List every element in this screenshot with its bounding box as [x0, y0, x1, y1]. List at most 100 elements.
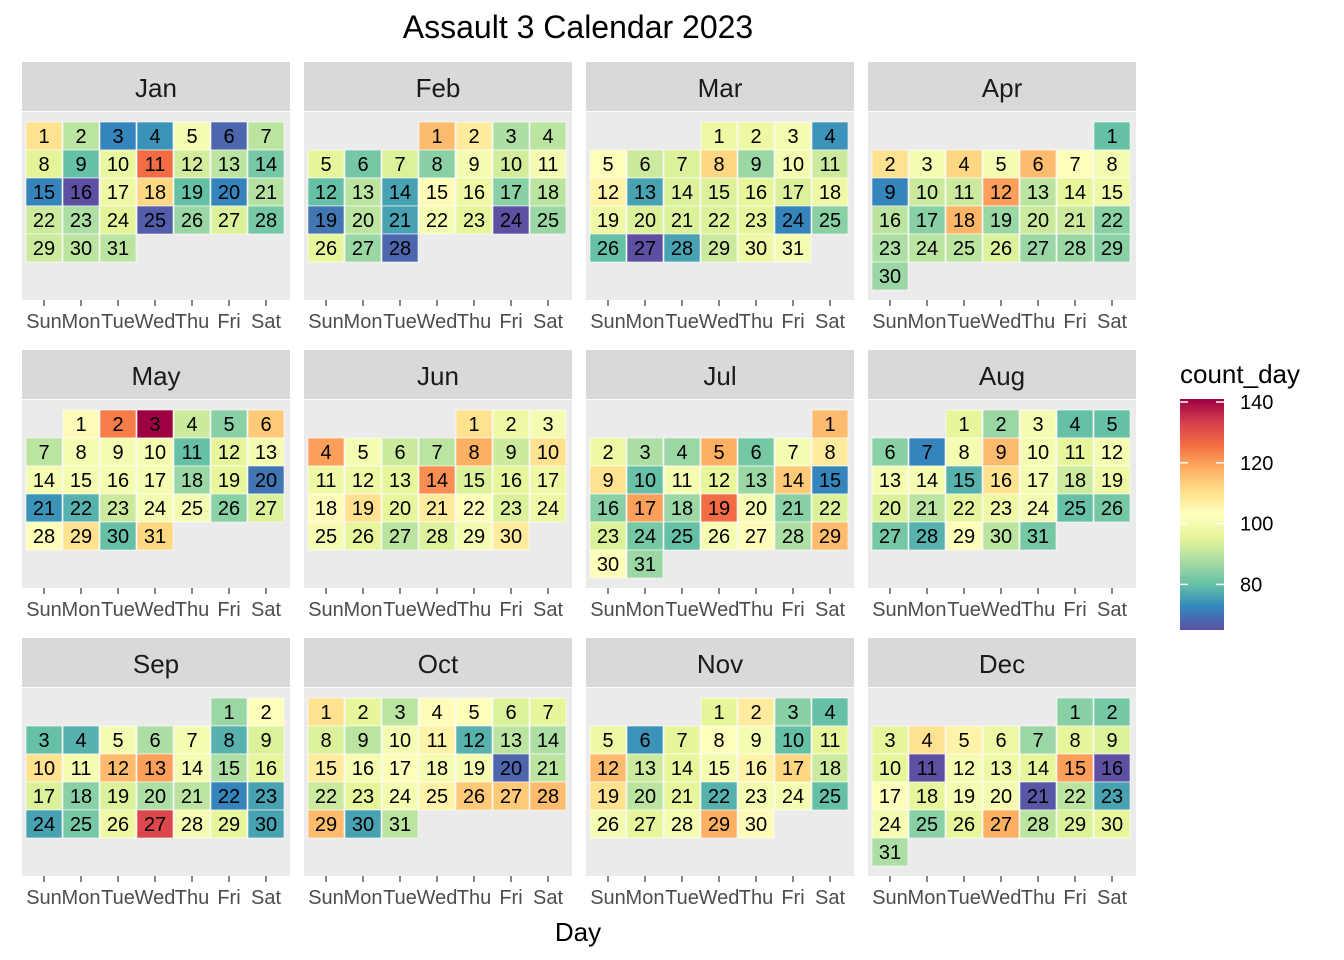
day-number-label: 6	[750, 442, 761, 464]
day-cell: 100	[529, 149, 567, 179]
day-number-label: 29	[1101, 238, 1123, 260]
day-cell: 94	[247, 725, 285, 755]
month-panel-nov: Nov961108 284 380 498574 696 7102 8100 980 1096 1…	[586, 638, 854, 909]
day-number-label: 8	[75, 442, 86, 464]
day-number-label: 11	[820, 730, 841, 752]
day-cell: 64	[626, 233, 664, 263]
day-number-label: 5	[958, 730, 969, 752]
day-number-label: 9	[468, 154, 479, 176]
day-number-label: 24	[782, 210, 804, 232]
day-cell: 80	[173, 437, 211, 467]
day-cell: 98	[589, 205, 627, 235]
day-cell: 96	[908, 781, 946, 811]
day-number-label: 10	[1027, 442, 1049, 464]
day-number-label: 18	[1064, 470, 1086, 492]
day-cell: 90	[418, 437, 456, 467]
day-cell: 96	[1093, 809, 1131, 839]
weekday-tick-label: Sat	[1097, 887, 1127, 909]
day-cell: 100	[774, 437, 812, 467]
day-number-label: 18	[426, 758, 448, 780]
day-number-label: 23	[597, 526, 619, 548]
day-cell: 96	[626, 809, 664, 839]
day-cell: 96	[247, 753, 285, 783]
weekday-tick-label: Sat	[251, 599, 281, 621]
day-cell: 114	[774, 465, 812, 495]
day-cell: 100	[737, 493, 775, 523]
day-number-label: 12	[953, 758, 975, 780]
day-number-label: 11	[672, 470, 693, 492]
day-cell: 92	[811, 753, 849, 783]
day-number-label: 24	[537, 498, 559, 520]
day-number-label: 26	[315, 238, 337, 260]
day-cell: 94	[700, 205, 738, 235]
day-number-label: 15	[463, 470, 485, 492]
panel-strip	[304, 350, 572, 399]
day-number-label: 16	[500, 470, 522, 492]
day-cell: 65	[492, 205, 530, 235]
day-number-label: 1	[1106, 126, 1117, 148]
day-number-label: 22	[1064, 786, 1086, 808]
day-number-label: 27	[879, 526, 901, 548]
day-cell: 100	[908, 149, 946, 179]
panel-strip	[22, 638, 290, 687]
panel-strip-label: Jan	[135, 73, 177, 103]
day-cell: 102	[381, 753, 419, 783]
day-number-label: 21	[255, 182, 277, 204]
day-number-label: 15	[315, 758, 337, 780]
weekday-tick-label: Fri	[1063, 311, 1086, 333]
day-cell: 90	[492, 725, 530, 755]
day-number-label: 20	[1027, 210, 1049, 232]
day-number-label: 20	[745, 498, 767, 520]
day-cell: 90	[62, 233, 100, 263]
day-number-label: 31	[107, 238, 129, 260]
day-cell: 104	[737, 521, 775, 551]
day-cell: 92	[626, 753, 664, 783]
day-number-label: 22	[218, 786, 240, 808]
day-number-label: 2	[602, 442, 613, 464]
day-number-label: 5	[713, 442, 724, 464]
day-cell: 96	[210, 465, 248, 495]
panel-strip	[586, 638, 854, 687]
day-cell: 97	[99, 149, 137, 179]
day-cell: 98	[529, 465, 567, 495]
day-number-label: 8	[223, 730, 234, 752]
day-number-label: 29	[33, 238, 55, 260]
day-number-label: 6	[223, 126, 234, 148]
day-cell: 98	[344, 465, 382, 495]
day-number-label: 1	[1069, 702, 1080, 724]
day-cell: 106	[589, 177, 627, 207]
day-number-label: 15	[953, 470, 975, 492]
day-number-label: 9	[750, 730, 761, 752]
day-cell: 78	[700, 781, 738, 811]
day-number-label: 17	[782, 758, 804, 780]
day-cell: 66	[1019, 781, 1057, 811]
day-number-label: 22	[33, 210, 55, 232]
day-cell: 95	[25, 149, 63, 179]
day-number-label: 15	[33, 182, 55, 204]
day-cell: 72	[99, 121, 137, 151]
panel-strip-label: May	[131, 361, 180, 391]
day-cell: 108	[492, 521, 530, 551]
day-number-label: 28	[426, 526, 448, 548]
day-cell: 86	[871, 261, 909, 291]
day-cell: 94	[99, 781, 137, 811]
day-number-label: 4	[75, 730, 86, 752]
day-cell: 84	[774, 697, 812, 727]
weekday-tick-label: Tue	[383, 887, 417, 909]
day-number-label: 29	[819, 526, 841, 548]
legend-tick-label: 140	[1240, 392, 1273, 414]
day-cell: 82	[626, 521, 664, 551]
day-cell: 68	[492, 753, 530, 783]
day-cell: 90	[210, 149, 248, 179]
day-number-label: 3	[112, 126, 123, 148]
day-cell: 72	[774, 205, 812, 235]
month-panel-jun: Jun110198 2100 31204100 592 690 7118 892 9110 10…	[304, 350, 572, 621]
weekday-tick-label: Thu	[175, 311, 209, 333]
day-number-label: 17	[916, 210, 938, 232]
day-number-label: 20	[352, 210, 374, 232]
weekday-tick-label: Fri	[499, 887, 522, 909]
day-cell: 96	[381, 465, 419, 495]
weekday-tick-label: Tue	[947, 311, 981, 333]
day-number-label: 13	[144, 758, 166, 780]
weekday-tick-label: Mon	[344, 599, 383, 621]
